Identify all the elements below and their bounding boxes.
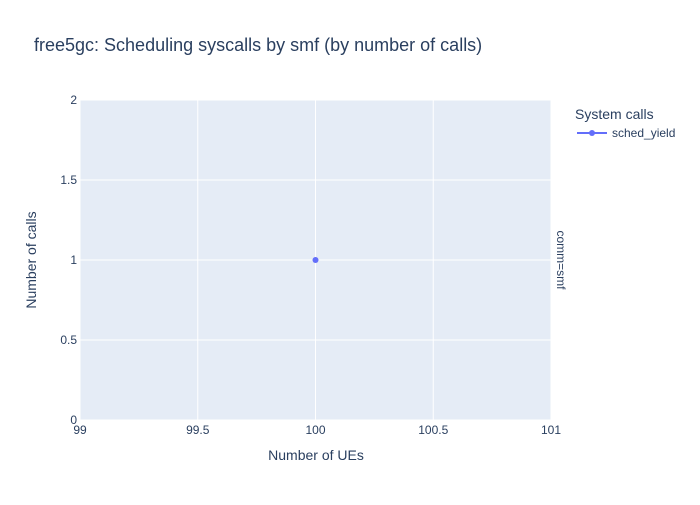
legend-item-sched-yield[interactable]: sched_yield (577, 126, 675, 140)
x-tick-label: 101 (541, 423, 561, 437)
y-tick-label: 1.5 (60, 173, 77, 187)
y-tick-label: 0 (70, 413, 77, 427)
y-tick-label: 0.5 (60, 333, 77, 347)
x-axis-title: Number of UEs (268, 447, 364, 463)
legend-item-label: sched_yield (612, 126, 675, 140)
data-marks (312, 257, 319, 263)
x-tick-label: 100 (305, 423, 325, 437)
x-tick-labels: 99 99.5 100 100.5 101 (73, 423, 561, 437)
y-axis-title: Number of calls (23, 211, 39, 308)
x-tick-label: 100.5 (418, 423, 448, 437)
legend-marker-symbol (589, 130, 595, 136)
y-tick-label: 2 (70, 93, 77, 107)
data-point[interactable] (312, 257, 319, 263)
x-tick-label: 99 (73, 423, 87, 437)
facet-label: comm=smf (554, 230, 568, 290)
y-tick-labels: 0 0.5 1 1.5 2 (60, 93, 77, 427)
y-tick-label: 1 (70, 253, 77, 267)
x-tick-label: 99.5 (186, 423, 210, 437)
chart-title: free5gc: Scheduling syscalls by smf (by … (34, 35, 482, 55)
legend-title: System calls (575, 106, 654, 122)
